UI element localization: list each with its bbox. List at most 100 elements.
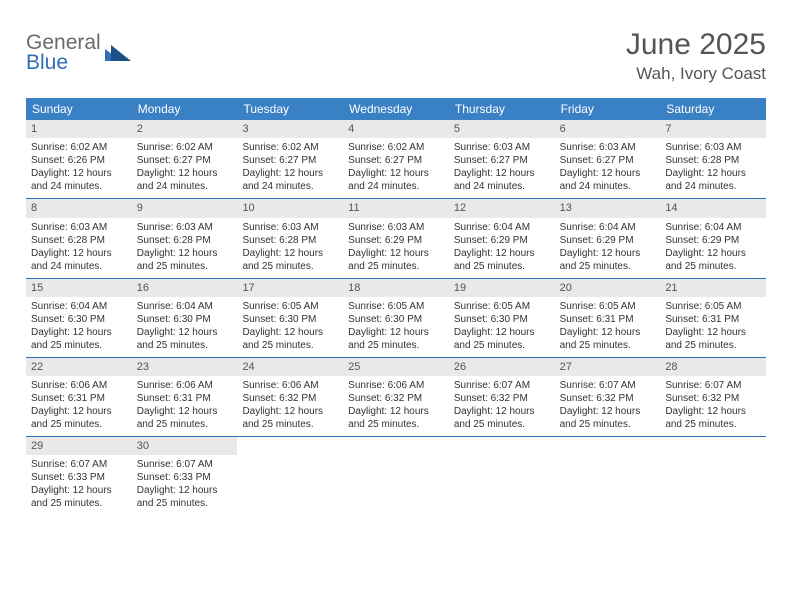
day-sunrise: Sunrise: 6:04 AM: [560, 221, 656, 234]
day-sunset: Sunset: 6:30 PM: [348, 313, 444, 326]
location: Wah, Ivory Coast: [626, 64, 766, 84]
day-cell: 21Sunrise: 6:05 AMSunset: 6:31 PMDayligh…: [660, 279, 766, 357]
day-cell: 7Sunrise: 6:03 AMSunset: 6:28 PMDaylight…: [660, 120, 766, 198]
day-number: 19: [449, 279, 555, 297]
calendar-page: General Blue June 2025 Wah, Ivory Coast …: [0, 0, 792, 535]
day-body: Sunrise: 6:06 AMSunset: 6:32 PMDaylight:…: [237, 376, 343, 436]
day-sunset: Sunset: 6:32 PM: [560, 392, 656, 405]
day-cell: 16Sunrise: 6:04 AMSunset: 6:30 PMDayligh…: [132, 279, 238, 357]
day-number: 9: [132, 199, 238, 217]
day-sunrise: Sunrise: 6:06 AM: [242, 379, 338, 392]
day-cell: 1Sunrise: 6:02 AMSunset: 6:26 PMDaylight…: [26, 120, 132, 198]
day-day1: Daylight: 12 hours: [560, 167, 656, 180]
day-sunrise: Sunrise: 6:03 AM: [665, 141, 761, 154]
day-cell: 22Sunrise: 6:06 AMSunset: 6:31 PMDayligh…: [26, 358, 132, 436]
day-sunrise: Sunrise: 6:07 AM: [560, 379, 656, 392]
day-number: 10: [237, 199, 343, 217]
day-cell: [660, 437, 766, 515]
day-day2: and 25 minutes.: [348, 418, 444, 431]
day-number: 6: [555, 120, 661, 138]
day-number: 17: [237, 279, 343, 297]
week-row: 1Sunrise: 6:02 AMSunset: 6:26 PMDaylight…: [26, 120, 766, 199]
day-day1: Daylight: 12 hours: [242, 326, 338, 339]
day-sunset: Sunset: 6:27 PM: [348, 154, 444, 167]
day-body: Sunrise: 6:07 AMSunset: 6:32 PMDaylight:…: [449, 376, 555, 436]
day-day1: Daylight: 12 hours: [31, 326, 127, 339]
day-body: Sunrise: 6:02 AMSunset: 6:27 PMDaylight:…: [132, 138, 238, 198]
logo-triangle-icon: [105, 44, 131, 64]
day-sunset: Sunset: 6:27 PM: [137, 154, 233, 167]
day-day1: Daylight: 12 hours: [560, 405, 656, 418]
day-number: 24: [237, 358, 343, 376]
day-day2: and 25 minutes.: [454, 339, 550, 352]
day-day1: Daylight: 12 hours: [348, 167, 444, 180]
day-sunset: Sunset: 6:31 PM: [137, 392, 233, 405]
day-cell: 30Sunrise: 6:07 AMSunset: 6:33 PMDayligh…: [132, 437, 238, 515]
day-body: Sunrise: 6:03 AMSunset: 6:27 PMDaylight:…: [555, 138, 661, 198]
day-cell: 4 Sunrise: 6:02 AMSunset: 6:27 PMDaylight…: [343, 120, 449, 198]
day-day1: Daylight: 12 hours: [454, 326, 550, 339]
day-header-monday: Monday: [132, 98, 238, 120]
day-day2: and 25 minutes.: [454, 260, 550, 273]
day-day2: and 25 minutes.: [560, 260, 656, 273]
day-sunrise: Sunrise: 6:04 AM: [665, 221, 761, 234]
day-sunrise: Sunrise: 6:06 AM: [137, 379, 233, 392]
day-cell: 14Sunrise: 6:04 AMSunset: 6:29 PMDayligh…: [660, 199, 766, 277]
day-day2: and 25 minutes.: [31, 418, 127, 431]
day-body: Sunrise: 6:02 AMSunset: 6:26 PMDaylight:…: [26, 138, 132, 198]
day-day2: and 24 minutes.: [665, 180, 761, 193]
day-sunrise: Sunrise: 6:02 AM: [137, 141, 233, 154]
day-day2: and 25 minutes.: [242, 339, 338, 352]
day-body: Sunrise: 6:03 AMSunset: 6:27 PMDaylight:…: [449, 138, 555, 198]
day-sunrise: Sunrise: 6:02 AM: [31, 141, 127, 154]
day-number: 18: [343, 279, 449, 297]
day-day1: Daylight: 12 hours: [348, 326, 444, 339]
day-sunrise: Sunrise: 6:03 AM: [348, 221, 444, 234]
day-cell: 5Sunrise: 6:03 AMSunset: 6:27 PMDaylight…: [449, 120, 555, 198]
day-day1: Daylight: 12 hours: [665, 167, 761, 180]
day-sunset: Sunset: 6:28 PM: [31, 234, 127, 247]
week-row: 15Sunrise: 6:04 AMSunset: 6:30 PMDayligh…: [26, 279, 766, 358]
day-sunrise: Sunrise: 6:02 AM: [348, 141, 444, 154]
day-day2: and 25 minutes.: [31, 497, 127, 510]
day-sunrise: Sunrise: 6:07 AM: [137, 458, 233, 471]
day-sunset: Sunset: 6:28 PM: [137, 234, 233, 247]
day-sunset: Sunset: 6:29 PM: [560, 234, 656, 247]
day-day1: Daylight: 12 hours: [454, 167, 550, 180]
day-sunset: Sunset: 6:28 PM: [665, 154, 761, 167]
day-cell: 20Sunrise: 6:05 AMSunset: 6:31 PMDayligh…: [555, 279, 661, 357]
logo-text: General Blue: [26, 32, 101, 73]
day-number: 30: [132, 437, 238, 455]
day-sunrise: Sunrise: 6:02 AM: [242, 141, 338, 154]
day-cell: 29Sunrise: 6:07 AMSunset: 6:33 PMDayligh…: [26, 437, 132, 515]
header: General Blue June 2025 Wah, Ivory Coast: [26, 28, 766, 84]
week-row: 8Sunrise: 6:03 AMSunset: 6:28 PMDaylight…: [26, 199, 766, 278]
day-sunrise: Sunrise: 6:07 AM: [454, 379, 550, 392]
day-sunset: Sunset: 6:30 PM: [31, 313, 127, 326]
day-cell: 8Sunrise: 6:03 AMSunset: 6:28 PMDaylight…: [26, 199, 132, 277]
day-sunset: Sunset: 6:29 PM: [665, 234, 761, 247]
day-sunset: Sunset: 6:31 PM: [665, 313, 761, 326]
day-body: Sunrise: 6:05 AMSunset: 6:30 PMDaylight:…: [237, 297, 343, 357]
day-sunrise: Sunrise: 6:03 AM: [560, 141, 656, 154]
day-body: Sunrise: 6:07 AMSunset: 6:33 PMDaylight:…: [26, 455, 132, 515]
day-sunset: Sunset: 6:29 PM: [348, 234, 444, 247]
day-number: 27: [555, 358, 661, 376]
day-number: 11: [343, 199, 449, 217]
day-number: 15: [26, 279, 132, 297]
day-header-tuesday: Tuesday: [237, 98, 343, 120]
day-sunset: Sunset: 6:31 PM: [31, 392, 127, 405]
day-cell: 25Sunrise: 6:06 AMSunset: 6:32 PMDayligh…: [343, 358, 449, 436]
day-sunrise: Sunrise: 6:03 AM: [454, 141, 550, 154]
day-cell: 12Sunrise: 6:04 AMSunset: 6:29 PMDayligh…: [449, 199, 555, 277]
day-day2: and 24 minutes.: [348, 180, 444, 193]
day-body: Sunrise: 6:02 AMSunset: 6:27 PMDaylight:…: [237, 138, 343, 198]
day-day1: Daylight: 12 hours: [242, 167, 338, 180]
day-day1: Daylight: 12 hours: [31, 167, 127, 180]
day-day2: and 25 minutes.: [665, 260, 761, 273]
day-sunrise: Sunrise: 6:06 AM: [348, 379, 444, 392]
day-number: 12: [449, 199, 555, 217]
day-sunrise: Sunrise: 6:06 AM: [31, 379, 127, 392]
month-title: June 2025: [626, 28, 766, 62]
day-number: 4: [343, 120, 449, 138]
